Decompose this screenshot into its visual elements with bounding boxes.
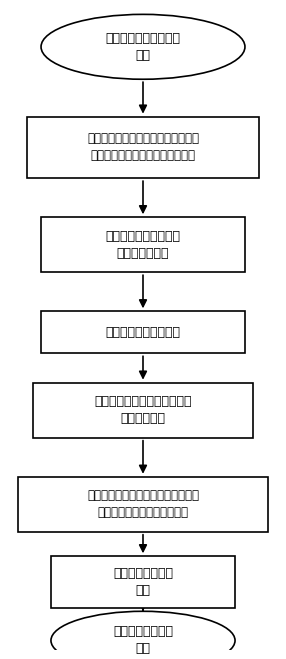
Text: 将待定系数回代入
方程: 将待定系数回代入 方程 bbox=[113, 567, 173, 597]
FancyBboxPatch shape bbox=[33, 383, 253, 438]
FancyBboxPatch shape bbox=[51, 556, 235, 608]
Text: 土体应力位移与待定系
数之间的关系式: 土体应力位移与待定系 数之间的关系式 bbox=[106, 230, 180, 260]
Text: 获得隧道不同位置
内力: 获得隧道不同位置 内力 bbox=[113, 625, 173, 656]
FancyBboxPatch shape bbox=[27, 117, 259, 178]
FancyBboxPatch shape bbox=[41, 217, 245, 272]
Text: 引入两位移势函数对方程进行化简，
采用分离变量得到势函数通解表达: 引入两位移势函数对方程进行化简， 采用分离变量得到势函数通解表达 bbox=[87, 132, 199, 162]
FancyBboxPatch shape bbox=[18, 476, 268, 532]
Ellipse shape bbox=[51, 612, 235, 659]
Text: 建立中硬岩中土体运动
方程: 建立中硬岩中土体运动 方程 bbox=[106, 32, 180, 62]
FancyBboxPatch shape bbox=[41, 311, 245, 353]
Ellipse shape bbox=[41, 14, 245, 79]
Text: 建立衬砌壳体模态方程: 建立衬砌壳体模态方程 bbox=[106, 326, 180, 339]
Text: 考虑土体与衬砌之间的相互作用，利
用边界条件代入求解待定系数: 考虑土体与衬砌之间的相互作用，利 用边界条件代入求解待定系数 bbox=[87, 489, 199, 519]
Text: 引入壳体外部应力、位移分量
的傅里叶表达: 引入壳体外部应力、位移分量 的傅里叶表达 bbox=[94, 395, 192, 425]
